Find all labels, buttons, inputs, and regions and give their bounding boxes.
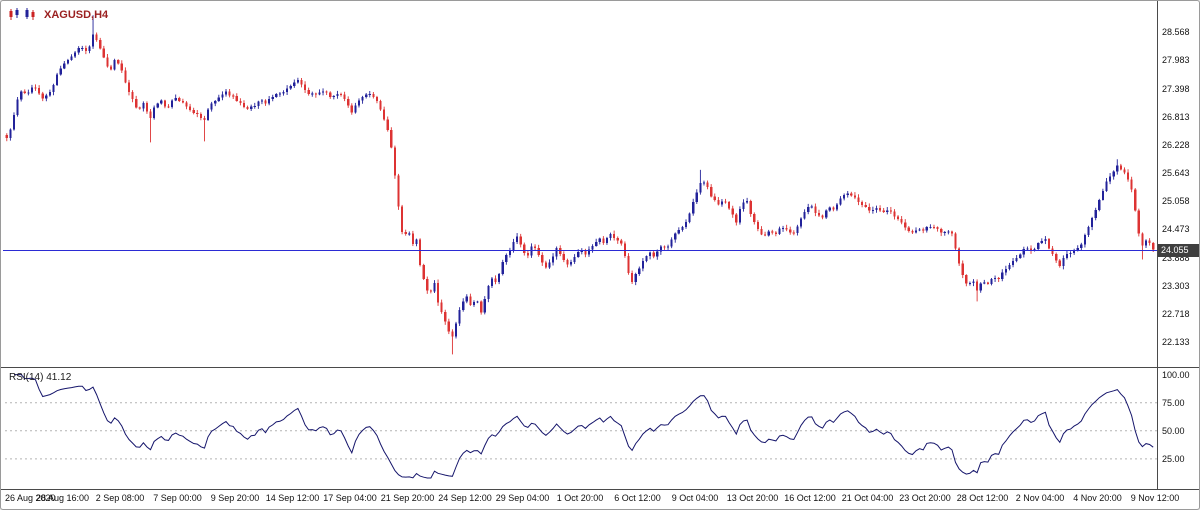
time-axis-label: 16 Oct 12:00 xyxy=(784,493,836,503)
rsi-axis-label: 25.00 xyxy=(1162,453,1185,464)
rsi-axis-label: 50.00 xyxy=(1162,425,1185,436)
candles-series xyxy=(5,15,1155,355)
time-axis-label: 4 Nov 20:00 xyxy=(1073,493,1122,503)
time-axis-label: 21 Sep 20:00 xyxy=(380,493,435,503)
price-axis-label: 28.568 xyxy=(1162,27,1190,38)
time-axis-label: 29 Sep 04:00 xyxy=(495,493,550,503)
time-axis-label: 23 Oct 20:00 xyxy=(899,493,951,503)
time-axis-label: 6 Oct 12:00 xyxy=(614,493,661,503)
price-axis-label: 22.133 xyxy=(1162,337,1190,348)
symbol-bar: XAGUSD,H4 xyxy=(8,8,108,21)
price-axis-label: 23.888 xyxy=(1162,252,1190,263)
bar-chart-icon xyxy=(25,8,35,20)
price-axis-label: 25.643 xyxy=(1162,168,1190,179)
price-axis-label: 26.813 xyxy=(1162,111,1190,122)
time-axis-label: 9 Oct 04:00 xyxy=(671,493,719,503)
rsi-axis-label: 100.00 xyxy=(1162,369,1190,380)
time-axis-label: 26 Aug 2020 xyxy=(5,493,56,503)
time-axis-label: 21 Oct 04:00 xyxy=(841,493,894,503)
price-axis-label: 25.058 xyxy=(1162,196,1190,207)
rsi-indicator-label: RSI(14) 41.12 xyxy=(9,372,72,383)
time-axis-label: 24 Sep 12:00 xyxy=(438,493,492,503)
time-axis[interactable]: 26 Aug 2020 28 Aug 16:00 2 Sep 08:00 7 Sep … xyxy=(1,493,1199,507)
time-axis-label: 2 Nov 04:00 xyxy=(1015,493,1065,503)
symbol-title: XAGUSD,H4 xyxy=(44,8,109,21)
time-axis-label: 9 Nov 12:00 xyxy=(1130,493,1180,503)
time-axis-label: 2 Sep 08:00 xyxy=(95,493,145,503)
rsi-line xyxy=(14,374,1154,479)
time-axis-label: 28 Aug 16:00 xyxy=(35,493,90,503)
rsi-axis-label: 75.00 xyxy=(1162,397,1185,408)
price-axis-label: 23.303 xyxy=(1162,280,1190,291)
time-axis-label: 1 Oct 20:00 xyxy=(556,493,604,503)
price-axis-label: 27.398 xyxy=(1162,83,1190,94)
price-axis-label: 22.718 xyxy=(1162,309,1190,320)
time-axis-label: 28 Oct 12:00 xyxy=(956,493,1009,503)
time-axis-label: 13 Oct 20:00 xyxy=(726,493,779,503)
current-price-value: 24.055 xyxy=(1161,244,1189,255)
time-axis-label: 7 Sep 00:00 xyxy=(153,493,202,503)
price-axis-label: 26.228 xyxy=(1162,139,1190,150)
rsi-level-lines xyxy=(5,402,1157,460)
candles-icon xyxy=(9,8,19,20)
time-axis-label: 9 Sep 20:00 xyxy=(210,493,260,503)
time-axis-label: 14 Sep 12:00 xyxy=(265,493,320,503)
time-axis-label: 17 Sep 04:00 xyxy=(323,493,377,503)
current-price-tag: 24.055 xyxy=(1158,243,1199,257)
price-axis-label: 24.473 xyxy=(1162,224,1190,235)
price-axis-label: 27.983 xyxy=(1162,55,1190,66)
